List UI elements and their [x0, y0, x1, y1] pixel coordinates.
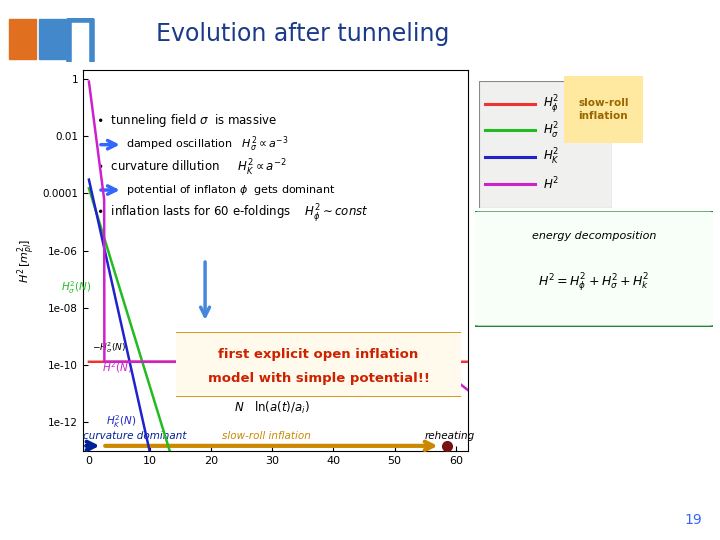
- Text: $H^2(N)$: $H^2(N)$: [102, 360, 132, 375]
- FancyBboxPatch shape: [559, 71, 648, 147]
- Text: $H^2_\phi$: $H^2_\phi$: [543, 93, 559, 115]
- Text: $H^2 = H^2_\phi + H^2_\sigma + H^2_k$: $H^2 = H^2_\phi + H^2_\sigma + H^2_k$: [539, 272, 649, 294]
- Text: slow-roll inflation: slow-roll inflation: [222, 431, 310, 441]
- Text: $\bullet$  inflation lasts for 60 e-foldings    $H^2_\phi \sim const$: $\bullet$ inflation lasts for 60 e-foldi…: [96, 202, 369, 224]
- Text: $N \quad \ln(a(t)/a_i)$: $N \quad \ln(a(t)/a_i)$: [235, 400, 310, 416]
- Text: 19: 19: [684, 512, 702, 526]
- Text: curvature dominant: curvature dominant: [84, 431, 187, 441]
- Text: $\bullet$  tunneling field $\sigma$  is massive: $\bullet$ tunneling field $\sigma$ is ma…: [96, 112, 277, 129]
- Text: damped oscillation   $H^2_\sigma \propto a^{-3}$: damped oscillation $H^2_\sigma \propto a…: [125, 135, 288, 154]
- Text: slow-roll
inflation: slow-roll inflation: [578, 98, 629, 121]
- Text: $H^2_K(N)$: $H^2_K(N)$: [106, 413, 137, 430]
- Text: $-H^2_\sigma(N)$: $-H^2_\sigma(N)$: [92, 340, 126, 355]
- Text: reheating: reheating: [425, 431, 474, 441]
- Text: first explicit open inflation: first explicit open inflation: [218, 348, 419, 361]
- Text: $H^2_\sigma(N)$: $H^2_\sigma(N)$: [61, 280, 91, 296]
- Text: model with simple potential!!: model with simple potential!!: [207, 372, 430, 385]
- Text: $H^2_K$: $H^2_K$: [543, 147, 559, 167]
- Text: $H^2$: $H^2$: [543, 176, 559, 192]
- FancyBboxPatch shape: [470, 211, 718, 327]
- Text: potential of inflaton $\phi$  gets dominant: potential of inflaton $\phi$ gets domina…: [125, 183, 336, 197]
- Text: $H^2_\sigma$: $H^2_\sigma$: [543, 120, 559, 140]
- FancyBboxPatch shape: [165, 332, 472, 397]
- Text: $\bullet$  curvature dillution     $H^2_K \propto a^{-2}$: $\bullet$ curvature dillution $H^2_K \pr…: [96, 157, 287, 178]
- Y-axis label: $H^2\,[m^2_{pl}]$: $H^2\,[m^2_{pl}]$: [16, 239, 37, 282]
- FancyBboxPatch shape: [479, 81, 612, 208]
- Text: Evolution after tunneling: Evolution after tunneling: [156, 22, 449, 45]
- Text: energy decomposition: energy decomposition: [532, 232, 656, 241]
